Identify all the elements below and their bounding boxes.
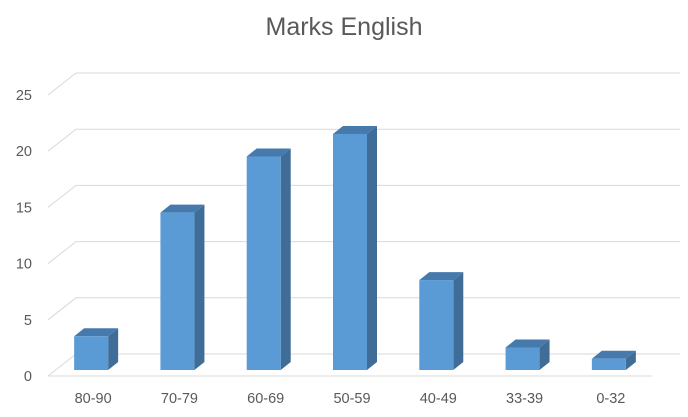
bar xyxy=(160,204,205,370)
bar-front xyxy=(246,156,281,370)
bar-side xyxy=(367,125,377,371)
bar-top xyxy=(333,125,377,134)
bar-top xyxy=(419,272,464,281)
x-tick-label: 0-32 xyxy=(596,391,625,407)
x-axis-ticks: 80-90 70-79 60-69 50-59 40-49 33-39 0-32 xyxy=(75,391,626,407)
bar-side xyxy=(280,148,291,370)
bar-front xyxy=(505,347,540,370)
bar xyxy=(419,272,464,370)
y-tick-label: 25 xyxy=(16,88,32,104)
bar xyxy=(505,339,550,370)
bar-top xyxy=(505,339,550,348)
bar xyxy=(74,328,119,370)
bar-front xyxy=(419,280,454,370)
bar-side xyxy=(108,328,119,370)
bar-front xyxy=(591,358,626,370)
gridline xyxy=(47,128,680,152)
gridline xyxy=(47,184,680,208)
x-tick-label: 70-79 xyxy=(161,391,198,407)
bar xyxy=(591,350,636,370)
gridline xyxy=(47,72,680,96)
y-tick-label: 5 xyxy=(24,313,32,329)
bar xyxy=(333,125,377,371)
bar-front xyxy=(160,212,195,370)
x-tick-label: 80-90 xyxy=(75,391,112,407)
bar-side xyxy=(453,272,464,370)
gridlines xyxy=(47,72,680,377)
bar-front xyxy=(333,133,367,370)
bar-side xyxy=(194,204,205,370)
x-tick-label: 60-69 xyxy=(247,391,284,407)
bar-top xyxy=(74,328,119,337)
gridline xyxy=(47,297,680,321)
y-tick-label: 0 xyxy=(24,369,32,385)
x-tick-label: 40-49 xyxy=(420,391,457,407)
y-axis-ticks: 0 5 10 15 20 25 xyxy=(16,88,32,385)
y-tick-label: 10 xyxy=(16,257,32,273)
y-tick-label: 15 xyxy=(16,200,32,216)
bar-front xyxy=(74,336,109,370)
bar xyxy=(246,148,291,370)
x-tick-label: 50-59 xyxy=(333,391,370,407)
bar-side xyxy=(625,350,636,370)
x-tick-label: 33-39 xyxy=(506,391,543,407)
gridline xyxy=(47,241,680,264)
bar-top xyxy=(246,148,291,157)
bar-top xyxy=(160,204,205,213)
y-tick-label: 20 xyxy=(16,144,32,160)
chart-title: Marks English xyxy=(266,13,423,41)
bars xyxy=(74,125,636,371)
bar-side xyxy=(539,339,550,370)
bar-top xyxy=(591,350,636,359)
